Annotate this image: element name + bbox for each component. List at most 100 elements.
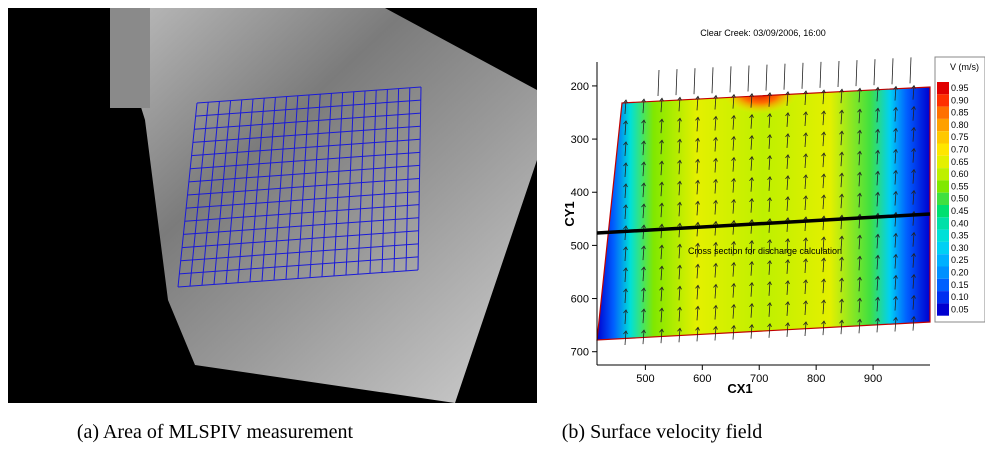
arrow-head xyxy=(659,223,664,228)
arrow xyxy=(624,162,627,178)
arrow xyxy=(858,298,861,313)
arrow-head xyxy=(893,127,898,132)
arrow-head xyxy=(893,148,898,153)
arrow xyxy=(660,203,663,218)
field-fill xyxy=(597,87,930,340)
legend-label: 0.25 xyxy=(951,255,969,265)
arrow-head xyxy=(749,239,754,244)
arrow xyxy=(678,181,681,196)
legend-label: 0.85 xyxy=(951,108,969,118)
arrow xyxy=(660,161,663,176)
arrow-head xyxy=(803,132,808,137)
arrow xyxy=(693,68,696,95)
arrow-head xyxy=(767,302,772,307)
x-tick-label: 700 xyxy=(750,373,768,385)
arrow xyxy=(696,180,699,195)
arrow-head xyxy=(803,174,808,179)
arrow-head xyxy=(911,231,916,236)
arrow xyxy=(786,196,789,211)
arrow xyxy=(894,317,897,332)
arrow-head xyxy=(911,84,916,89)
arrow xyxy=(819,61,822,88)
legend-swatch xyxy=(937,241,949,255)
arrow-head xyxy=(767,218,772,223)
arrow xyxy=(624,99,627,115)
arrow-head xyxy=(857,150,862,155)
arrow-head xyxy=(677,96,682,101)
arrow-head xyxy=(713,283,718,288)
arrow-head xyxy=(749,176,754,181)
arrow-head xyxy=(749,260,754,265)
arrow xyxy=(696,117,699,132)
legend-label: 0.55 xyxy=(951,181,969,191)
arrow-head xyxy=(803,195,808,200)
arrow xyxy=(624,330,627,346)
arrow-head xyxy=(623,204,628,209)
arrow-head xyxy=(695,179,700,184)
arrow xyxy=(678,118,681,133)
legend-swatch xyxy=(937,168,949,181)
arrow-head xyxy=(641,224,646,229)
arrow xyxy=(876,87,879,102)
arrow-head xyxy=(749,92,754,97)
arrow-head xyxy=(623,246,628,251)
arrow xyxy=(696,285,699,300)
arrow-head xyxy=(785,238,790,243)
arrow xyxy=(678,265,681,280)
arrow-head xyxy=(695,263,700,268)
arrow xyxy=(642,330,645,345)
arrow xyxy=(678,244,681,259)
arrow-head xyxy=(839,172,844,177)
arrow-head xyxy=(911,147,916,152)
legend-swatch xyxy=(937,155,949,169)
arrow xyxy=(912,232,915,247)
arrow xyxy=(642,225,645,240)
arrow-head xyxy=(821,173,826,178)
arrow xyxy=(732,136,735,151)
arrow-head xyxy=(623,99,628,104)
arrow xyxy=(750,303,753,318)
arrow xyxy=(768,302,771,317)
arrow-head xyxy=(713,94,718,99)
legend-label: 0.05 xyxy=(951,304,969,314)
y-axis-label: CY1 xyxy=(562,201,577,226)
arrow xyxy=(876,129,879,144)
arrow-head xyxy=(695,305,700,310)
arrow-head xyxy=(785,112,790,117)
arrow xyxy=(768,134,771,149)
arrow-head xyxy=(839,130,844,135)
arrow xyxy=(876,234,879,249)
arrow-head xyxy=(713,325,718,330)
arrow-head xyxy=(731,198,736,203)
legend-swatch xyxy=(937,106,949,119)
arrow-head xyxy=(659,265,664,270)
arrow xyxy=(891,58,894,85)
arrow xyxy=(765,64,768,91)
arrow xyxy=(876,297,879,312)
arrow xyxy=(840,152,843,167)
arrow xyxy=(786,133,789,148)
legend-label: 0.35 xyxy=(951,231,969,241)
arrow-head xyxy=(623,183,628,188)
arrow-head xyxy=(857,87,862,92)
velocity-chart: Clear Creek: 03/09/2006, 16:00 Cross sec… xyxy=(548,8,985,403)
arrow xyxy=(822,153,825,168)
arrow-head xyxy=(911,168,916,173)
arrow xyxy=(786,112,789,127)
arrow-head xyxy=(857,108,862,113)
arrow xyxy=(909,57,912,84)
arrow xyxy=(894,86,897,101)
arrow-head xyxy=(911,294,916,299)
arrow xyxy=(822,321,825,336)
arrow xyxy=(750,156,753,171)
arrow xyxy=(714,200,717,215)
arrow xyxy=(912,295,915,310)
x-tick-label: 600 xyxy=(693,373,711,385)
arrow-head xyxy=(911,252,916,257)
arrow xyxy=(747,65,750,92)
arrow xyxy=(642,204,645,219)
arrow-head xyxy=(839,88,844,93)
arrow xyxy=(660,329,663,344)
arrow-head xyxy=(695,284,700,289)
arrow xyxy=(804,174,807,190)
